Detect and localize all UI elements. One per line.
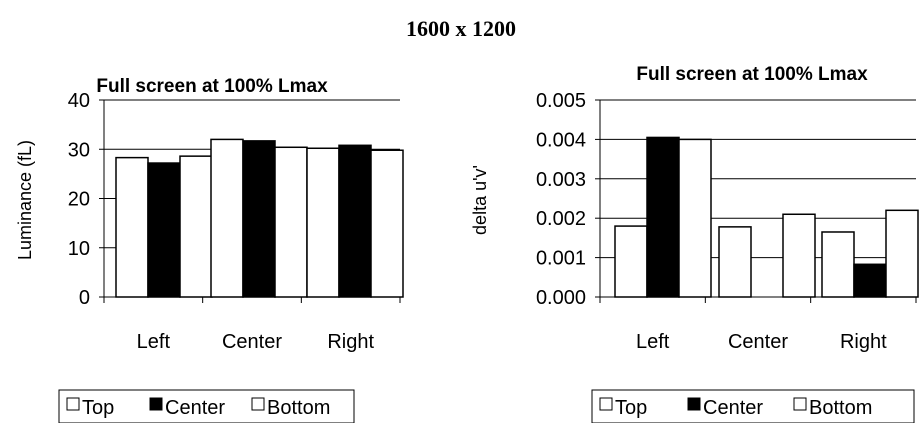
legend-swatch-bottom	[251, 397, 265, 411]
bar-top-center	[210, 138, 244, 298]
category-label-left: Left	[137, 331, 171, 353]
legend-label-top: Top	[82, 397, 114, 419]
y-axis-title: delta u'v'	[470, 165, 490, 235]
axes	[99, 99, 401, 303]
page-title: 1600 x 1200	[406, 16, 516, 41]
y-tick-labels: 0 10 20 30 40	[68, 90, 90, 309]
category-labels: Left Center Right	[636, 331, 887, 353]
bar-top-center	[718, 226, 752, 298]
y-tick-label: 20	[68, 189, 90, 211]
axes	[595, 99, 917, 303]
legend-swatch-center	[687, 397, 701, 411]
bar-bottom-left	[678, 138, 712, 298]
y-tick-label: 0.001	[536, 248, 586, 270]
y-axis-title: Luminance (fL)	[15, 140, 35, 260]
bar-bottom-right	[370, 149, 404, 298]
y-tick-label: 0.003	[536, 169, 586, 191]
legend-label-center: Center	[165, 397, 225, 419]
bar-center-left	[147, 162, 181, 298]
legend-swatch-top	[66, 397, 80, 411]
bar-center-right	[338, 144, 372, 298]
bar-bottom-center	[782, 213, 816, 298]
bar-bottom-center	[274, 146, 308, 298]
delta-uv-chart: Full screen at 100% Lmax delta u'v' 0.00…	[470, 64, 919, 423]
legend-box	[591, 389, 915, 423]
legend-label-center: Center	[703, 397, 763, 419]
bar-top-right	[821, 231, 855, 298]
category-label-right: Right	[840, 331, 887, 353]
legend-swatch-top	[599, 397, 613, 411]
y-tick-label: 0.004	[536, 129, 586, 151]
y-tick-labels: 0.000 0.001 0.002 0.003 0.004 0.005	[536, 90, 586, 309]
bar-top-right	[306, 147, 340, 298]
luminance-chart: Full screen at 100% Lmax Luminance (fL) …	[15, 76, 404, 423]
category-label-right: Right	[327, 331, 374, 353]
legend-swatch-bottom	[793, 397, 807, 411]
bar-top-left	[115, 156, 149, 298]
category-label-center: Center	[222, 331, 282, 353]
bar-center-left	[646, 136, 680, 298]
y-tick-label: 30	[68, 139, 90, 161]
legend: Top Center Bottom	[591, 389, 915, 423]
bar-top-left	[614, 225, 648, 298]
y-tick-label: 10	[68, 238, 90, 260]
y-tick-label: 0.002	[536, 208, 586, 230]
category-label-center: Center	[728, 331, 788, 353]
category-labels: Left Center Right	[137, 331, 375, 353]
legend: Top Center Bottom	[58, 389, 355, 423]
bars	[115, 138, 404, 298]
bars	[614, 136, 919, 298]
chart-title: Full screen at 100% Lmax	[96, 76, 328, 97]
bar-bottom-right	[885, 209, 919, 298]
category-label-left: Left	[636, 331, 670, 353]
legend-swatch-center	[149, 397, 163, 411]
y-tick-label: 0.005	[536, 90, 586, 112]
y-tick-label: 0.000	[536, 287, 586, 309]
legend-label-top: Top	[615, 397, 647, 419]
legend-label-bottom: Bottom	[809, 397, 872, 419]
bar-center-center	[242, 140, 276, 298]
legend-box	[58, 389, 355, 423]
y-tick-label: 0	[79, 287, 90, 309]
bar-bottom-left	[179, 155, 213, 298]
bar-center-right	[853, 263, 887, 298]
y-tick-label: 40	[68, 90, 90, 112]
legend-label-bottom: Bottom	[267, 397, 330, 419]
chart-title: Full screen at 100% Lmax	[636, 64, 868, 85]
